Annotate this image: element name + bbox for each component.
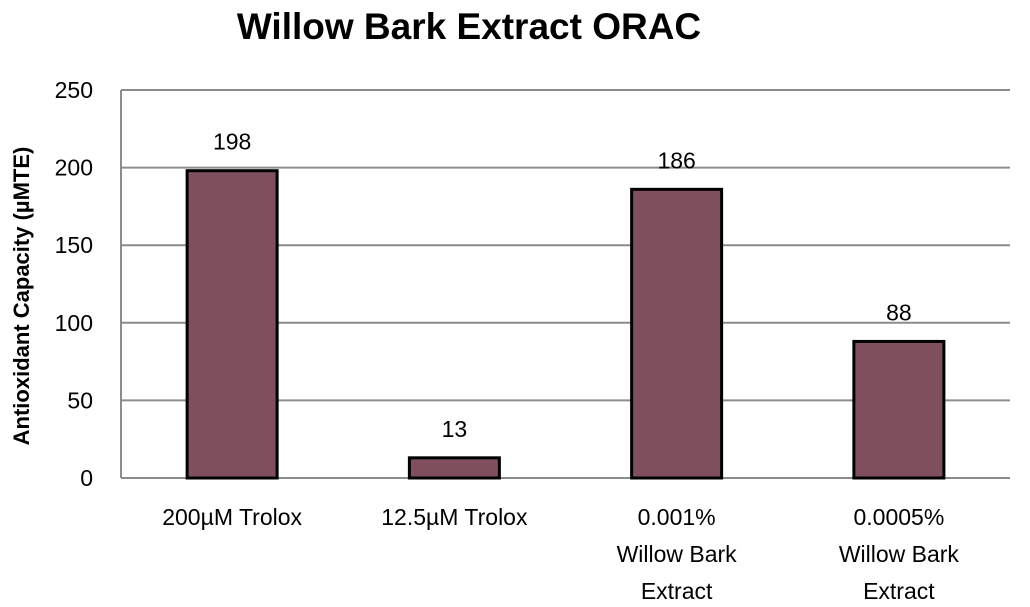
x-tick-label: 12.5µM Trolox [381, 504, 528, 530]
y-axis-label: Antioxidant Capacity (µMTE) [9, 147, 34, 446]
y-tick-label: 0 [80, 465, 93, 491]
x-tick-label: 0.0005% Willow Bark Extract [839, 504, 960, 604]
y-tick-label: 150 [55, 232, 93, 258]
data-label: 198 [213, 129, 251, 155]
bars [185, 169, 946, 480]
x-tick-label: 0.001% Willow Bark Extract [617, 504, 738, 604]
y-tick-label: 200 [55, 155, 93, 181]
bar [407, 456, 501, 480]
y-tick-label: 250 [55, 77, 93, 103]
y-tick-label: 100 [55, 310, 93, 336]
data-labels: 198 13 186 88 [213, 129, 912, 442]
y-tick-labels: 0 50 100 150 200 250 [55, 77, 93, 491]
x-tick-label: 200µM Trolox [162, 504, 302, 530]
y-tick-label: 50 [67, 387, 93, 413]
bar [630, 187, 724, 480]
bar [185, 169, 279, 480]
chart-title: Willow Bark Extract ORAC [237, 6, 701, 47]
x-tick-labels: 200µM Trolox 12.5µM Trolox 0.001% Willow Ba… [162, 504, 959, 604]
data-label: 13 [442, 416, 468, 442]
data-label: 88 [886, 299, 912, 325]
bar [852, 339, 946, 480]
data-label: 186 [657, 147, 695, 173]
